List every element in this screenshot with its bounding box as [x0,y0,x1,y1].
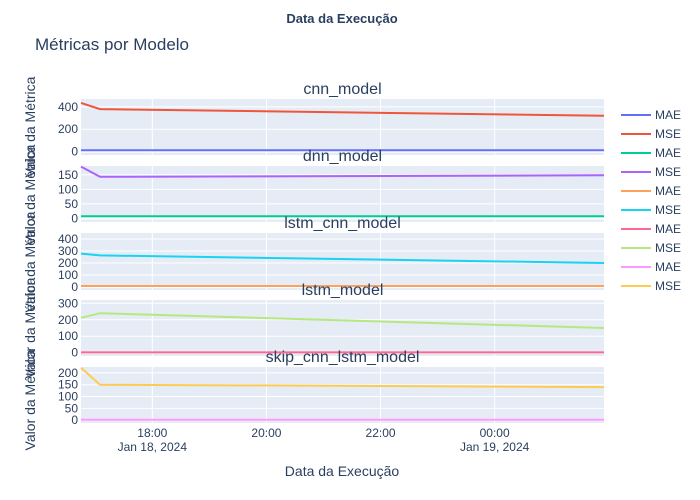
y-tick-label: 100 [58,268,78,282]
y-tick-label: 200 [58,313,78,327]
chart-title: Métricas por Modelo [35,35,189,54]
legend-label: MSE [655,127,681,141]
legend-label: MSE [655,279,681,293]
y-tick-label: 100 [58,182,78,196]
y-tick-label: 0 [71,212,78,226]
series-line-mse [80,312,605,329]
legend-label: MAE [655,146,681,160]
y-axis-title: Valor da Métrica [22,277,38,378]
panel-title: skip_cnn_lstm_model [266,349,420,366]
y-tick-label: 200 [58,366,78,380]
panel-title: dnn_model [303,148,382,165]
y-tick-label: 0 [71,145,78,159]
x-tick-sublabel: Jan 18, 2024 [118,440,188,454]
panel-title: lstm_cnn_model [284,215,401,232]
panel-cnn_model: 0 200 400 cnn_model Valor da Métrica [22,76,605,177]
legend-item: MAE [621,222,681,236]
y-tick-label: 100 [58,329,78,343]
y-tick-label: 150 [58,168,78,182]
legend-item: MSE [621,241,681,255]
y-tick-label: 50 [65,401,79,415]
legend-item: MSE [621,127,681,141]
y-tick-label: 300 [58,244,78,258]
y-tick-label: 400 [58,100,78,114]
y-tick-label: 0 [71,280,78,294]
panel-lstm_model: 0 100 200 300 lstm_model Valor da Métrica [22,277,605,378]
plot-background [81,367,604,423]
y-axis-title: Valor da Métrica [22,349,38,450]
header-text: Data da Execução [286,11,397,26]
legend-item: MAE [621,146,681,160]
legend-item: MSE [621,203,681,217]
y-tick-label: 100 [58,390,78,404]
legend-label: MSE [655,241,681,255]
legend-label: MAE [655,222,681,236]
plot-background [81,99,604,155]
panel-title: lstm_model [302,282,384,299]
x-tick-label: 00:00 [480,426,510,440]
series-line-mse [80,252,605,264]
y-tick-label: 150 [58,378,78,392]
series-line-mse [80,165,605,178]
plot-background [81,300,604,356]
panel-title: cnn_model [303,81,381,98]
y-tick-label: 200 [58,256,78,270]
legend-label: MAE [655,184,681,198]
y-axis-title: Valor da Métrica [22,211,38,312]
y-tick-label: 0 [71,346,78,360]
legend-item: MAE [621,260,681,274]
series-line-mse [80,101,605,117]
y-axis-title: Valor da Métrica [22,76,38,177]
legend-item: MAE [621,108,681,122]
y-tick-label: 300 [58,296,78,310]
legend-item: MSE [621,165,681,179]
legend-label: MSE [655,203,681,217]
legend-item: MSE [621,279,681,293]
y-axis-title: Valor da Métrica [22,144,38,245]
y-tick-label: 400 [58,232,78,246]
y-tick-label: 0 [71,413,78,427]
x-tick-label: 22:00 [366,426,396,440]
legend: MAE MSE MAE MSE MAE MSE MAE MSE MAE MSE [621,108,681,293]
legend-label: MSE [655,165,681,179]
y-tick-label: 200 [58,122,78,136]
x-axis-title: Data da Execução [285,463,400,479]
series-line-mse [80,366,605,389]
x-tick-label: 18:00 [137,426,167,440]
y-tick-label: 50 [65,197,79,211]
x-tick-sublabel: Jan 19, 2024 [460,440,530,454]
x-tick-label: 20:00 [251,426,281,440]
legend-label: MAE [655,260,681,274]
legend-item: MAE [621,184,681,198]
legend-label: MAE [655,108,681,122]
